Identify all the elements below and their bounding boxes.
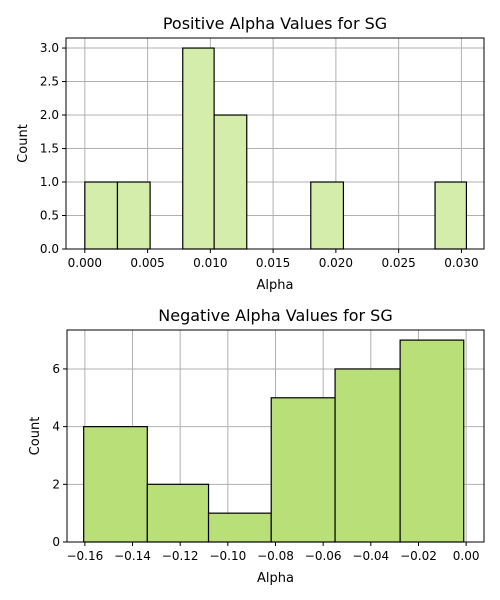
y-axis-label: Count	[28, 417, 43, 456]
histogram-bar	[399, 339, 465, 543]
x-tick-label: 0.015	[256, 256, 290, 270]
grid-lines	[66, 38, 484, 250]
x-axis-label: Alpha	[257, 571, 294, 586]
histogram-bars	[84, 47, 468, 250]
negative-alpha-histogram: Negative Alpha Values for SG −0.16 −0.14−…	[28, 306, 485, 586]
histogram-bars	[83, 339, 465, 543]
x-tick-label: 0.00	[453, 549, 480, 563]
y-tick-label: 0.5	[40, 209, 59, 223]
histogram-bar	[146, 483, 210, 543]
x-tick-label: 0.030	[444, 256, 478, 270]
histogram-bar	[434, 181, 468, 250]
y-tick-label: 6	[52, 362, 60, 376]
y-tick-label: 2.5	[40, 75, 59, 89]
chart-title: Negative Alpha Values for SG	[158, 306, 392, 325]
x-tick-label: 0.020	[319, 256, 353, 270]
x-tick-label: −0.10	[209, 549, 246, 563]
y-tick-label: 0.0	[40, 242, 59, 256]
positive-alpha-histogram: Positive Alpha Values for SG 0.000 0.005 0…	[16, 14, 485, 293]
plot-frame	[65, 37, 485, 250]
histogram-bar	[84, 181, 119, 250]
histogram-bar	[207, 512, 272, 543]
histogram-bar	[116, 181, 151, 250]
y-axis-ticks: 0 2 4 6	[52, 362, 67, 549]
x-tick-label: 0.025	[381, 256, 415, 270]
x-tick-label: −0.12	[162, 549, 199, 563]
x-tick-label: −0.04	[352, 549, 389, 563]
y-axis-label: Count	[16, 124, 31, 163]
x-tick-label: 0.000	[68, 256, 102, 270]
y-axis-ticks: 0.0 0.5 1.0 1.5 2.0 2.5 3.0	[40, 41, 66, 256]
x-tick-label: −0.16	[66, 549, 103, 563]
y-tick-label: 0	[52, 535, 60, 549]
x-axis-label: Alpha	[257, 278, 294, 293]
histogram-bar	[182, 47, 215, 250]
histogram-bar	[334, 368, 401, 543]
y-tick-label: 1.5	[40, 142, 59, 156]
x-tick-label: −0.02	[400, 549, 437, 563]
histogram-bar	[83, 426, 148, 543]
y-tick-label: 4	[52, 420, 60, 434]
chart-title: Positive Alpha Values for SG	[163, 14, 387, 33]
histogram-bar	[310, 181, 345, 250]
x-axis-ticks: −0.16 −0.14 −0.12 −0.10 −0.08 −0.06 −0.04 −0.02…	[66, 542, 479, 563]
x-axis-ticks: 0.000 0.005 0.010 0.015 0.020 0.025 0.030	[68, 249, 479, 270]
y-tick-label: 3.0	[40, 41, 59, 55]
x-tick-label: 0.005	[130, 256, 164, 270]
y-tick-label: 2	[52, 477, 60, 491]
x-tick-label: −0.14	[114, 549, 151, 563]
x-tick-label: −0.08	[257, 549, 294, 563]
y-tick-label: 2.0	[40, 108, 59, 122]
histogram-bar	[270, 397, 336, 543]
x-tick-label: 0.010	[193, 256, 227, 270]
y-tick-label: 1.0	[40, 175, 59, 189]
histogram-bar	[213, 114, 248, 250]
x-tick-label: −0.06	[305, 549, 342, 563]
